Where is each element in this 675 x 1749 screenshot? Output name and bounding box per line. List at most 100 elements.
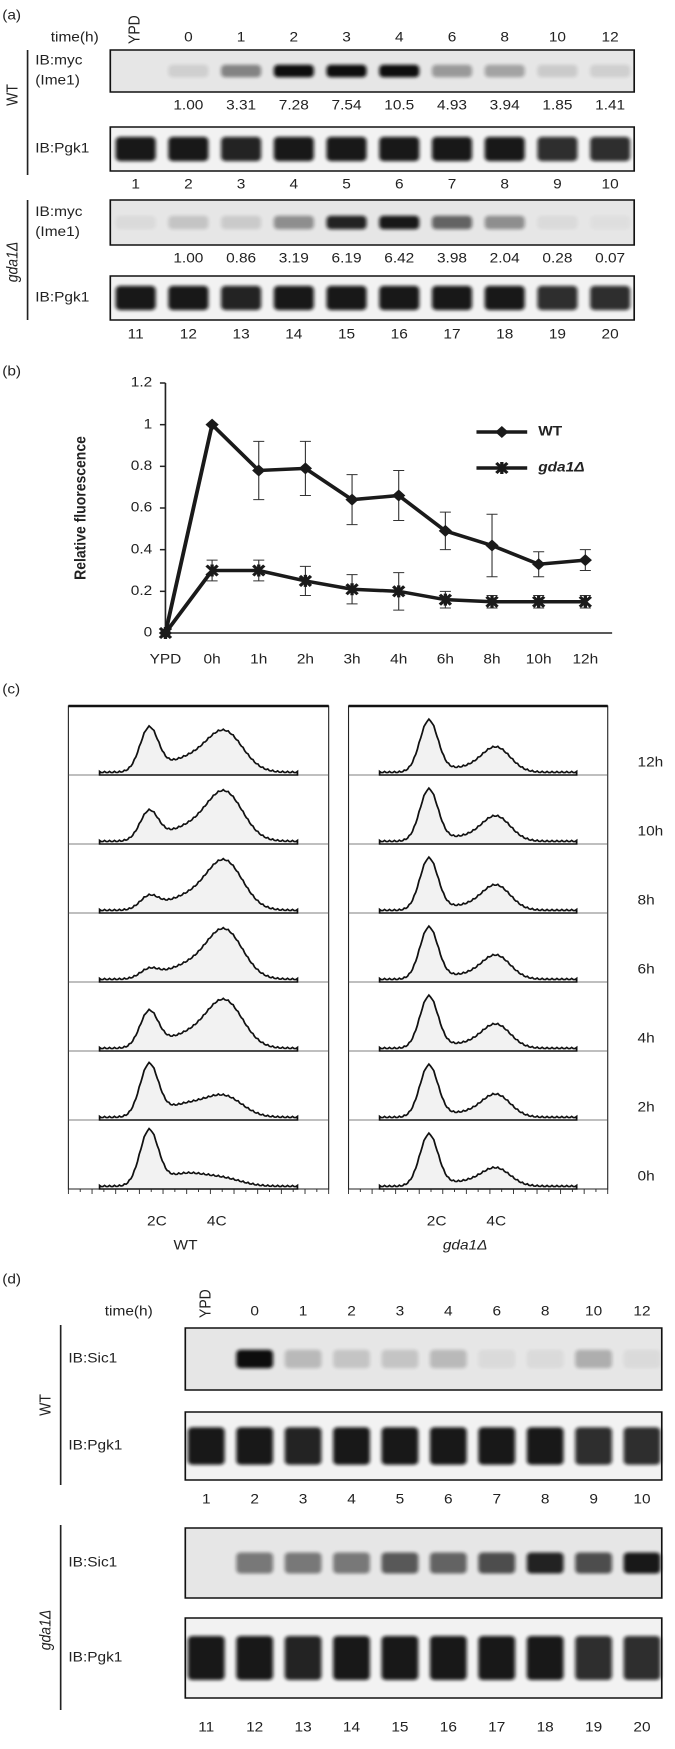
- band: [326, 136, 367, 162]
- strain-label: WT: [5, 84, 22, 106]
- timepoint: 10: [549, 30, 566, 45]
- timepoint: 6: [448, 30, 457, 45]
- quantification: 1.00: [173, 98, 203, 113]
- timepoint: 1: [237, 30, 246, 45]
- marker: [392, 489, 406, 502]
- blot-loading-label: IB:Pgk1: [68, 1438, 122, 1453]
- time-label: 2h: [638, 1100, 655, 1115]
- band: [326, 215, 367, 230]
- band: [381, 1349, 419, 1369]
- band: [284, 1349, 322, 1369]
- marker: [345, 493, 359, 506]
- timepoint: 12: [633, 1304, 650, 1319]
- quantification: 6.19: [332, 251, 362, 266]
- timepoint: 3: [396, 1304, 405, 1319]
- strain-label: gda1Δ: [5, 242, 22, 282]
- band: [333, 1636, 370, 1680]
- y-axis-title: Relative fluorescence: [73, 436, 90, 580]
- lane-number: 6: [395, 177, 404, 192]
- time-label: 10h: [638, 824, 664, 839]
- quantification: 2.04: [490, 251, 520, 266]
- lane-number: 16: [391, 327, 408, 342]
- lane-number: 19: [585, 1720, 602, 1735]
- marker: [345, 583, 359, 596]
- band: [273, 64, 314, 78]
- band: [326, 285, 367, 311]
- blot-target-label: IB:myc: [35, 205, 82, 220]
- timepoint: 12: [602, 30, 619, 45]
- marker: [485, 539, 499, 552]
- marker: [532, 558, 546, 571]
- band: [526, 1349, 564, 1369]
- time-label: 8h: [638, 893, 655, 908]
- x-tick-label: 8h: [483, 652, 500, 667]
- time-label: 4h: [638, 1031, 655, 1046]
- band: [429, 1552, 467, 1574]
- histogram: [98, 857, 299, 914]
- band: [431, 64, 473, 78]
- marker: [298, 574, 313, 587]
- blot-target-label: IB:myc: [35, 53, 82, 68]
- band: [575, 1636, 613, 1680]
- x-tick-label: 12h: [572, 652, 598, 667]
- timepoint: 3: [342, 30, 351, 45]
- band: [284, 1552, 322, 1574]
- band: [575, 1349, 613, 1369]
- lane-number: 2: [184, 177, 193, 192]
- lane-number: 20: [633, 1720, 650, 1735]
- marker: [495, 461, 509, 475]
- band: [623, 1427, 661, 1465]
- quantification: 3.31: [226, 98, 256, 113]
- band: [537, 64, 578, 78]
- band: [381, 1552, 419, 1574]
- band: [273, 136, 314, 162]
- lane-number: 7: [492, 1492, 501, 1507]
- histogram: [98, 788, 299, 845]
- strain-label: WT: [38, 1394, 55, 1416]
- histogram: [378, 786, 578, 845]
- timepoint: 2: [347, 1304, 356, 1319]
- band: [221, 136, 262, 162]
- x-tick-label: 1h: [250, 652, 267, 667]
- dna-label: 4C: [207, 1214, 227, 1229]
- band: [537, 285, 578, 311]
- band: [526, 1552, 564, 1574]
- marker: [495, 426, 509, 438]
- band: [484, 215, 525, 230]
- band: [168, 285, 209, 311]
- band: [429, 1427, 467, 1465]
- lane-number: 11: [198, 1720, 214, 1735]
- band: [623, 1349, 661, 1369]
- timepoint: 4: [395, 30, 404, 45]
- time-label: 12h: [638, 755, 664, 770]
- timepoint: 0: [184, 30, 193, 45]
- lane-number: 18: [496, 327, 513, 342]
- band: [115, 215, 156, 230]
- panel-label: (d): [2, 1272, 21, 1287]
- timepoint: 8: [541, 1304, 550, 1319]
- quantification: 3.98: [437, 251, 467, 266]
- lane-number: 15: [391, 1720, 408, 1735]
- y-tick-label: 0.6: [131, 500, 152, 515]
- band: [168, 136, 209, 162]
- timepoint: 8: [500, 30, 509, 45]
- panel-label: (b): [2, 364, 21, 379]
- histogram: [98, 926, 299, 983]
- quantification: 3.19: [279, 251, 309, 266]
- y-tick-label: 1.2: [131, 375, 152, 390]
- band: [575, 1427, 613, 1465]
- panel-label: (a): [2, 8, 21, 23]
- lane-number: 3: [299, 1492, 308, 1507]
- marker: [578, 595, 593, 608]
- histogram: [378, 855, 578, 914]
- band: [115, 136, 156, 162]
- lane-number: 6: [444, 1492, 453, 1507]
- strain-label: gda1Δ: [38, 1610, 55, 1650]
- band: [221, 215, 262, 230]
- y-tick-label: 0.2: [131, 584, 152, 599]
- band: [575, 1552, 613, 1574]
- band: [484, 136, 525, 162]
- band: [478, 1349, 516, 1369]
